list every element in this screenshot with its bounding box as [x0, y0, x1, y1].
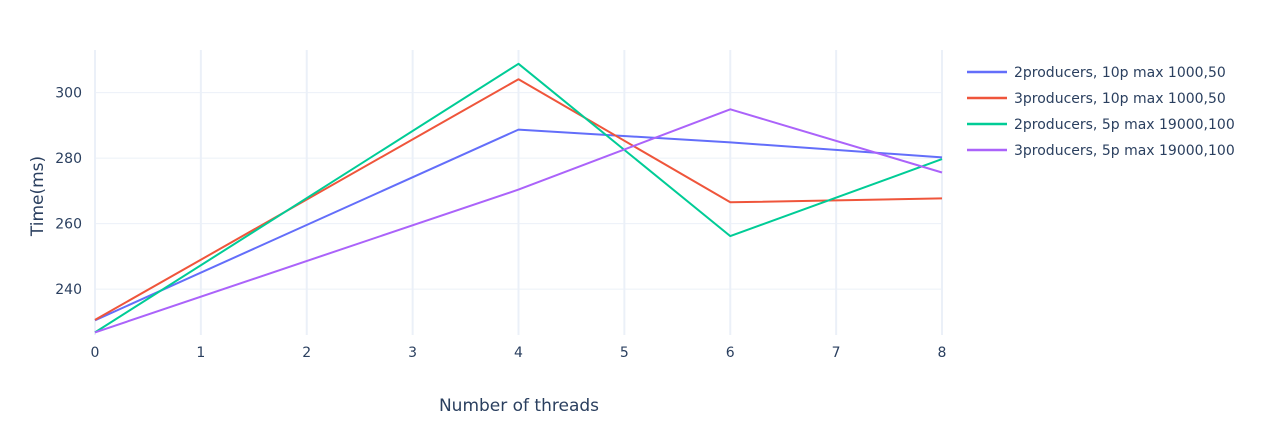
legend-label: 2producers, 5p max 19000,100: [1014, 117, 1235, 133]
series-lines: [94, 62, 943, 334]
legend-item[interactable]: 3producers, 5p max 19000,100: [967, 143, 1235, 159]
series-line-1: [94, 128, 943, 322]
y-tick-label: 300: [55, 86, 82, 102]
legend-label: 3producers, 10p max 1000,50: [1014, 91, 1226, 107]
x-tick-label: 5: [620, 345, 629, 361]
x-axis-title: Number of threads: [439, 396, 599, 416]
gridlines: [94, 50, 943, 335]
legend-item[interactable]: 2producers, 10p max 1000,50: [967, 65, 1226, 81]
legend-label: 3producers, 5p max 19000,100: [1014, 143, 1235, 159]
x-tick-label: 3: [408, 345, 417, 361]
x-tick-label: 1: [196, 345, 205, 361]
x-tick-label: 0: [91, 345, 100, 361]
legend-item[interactable]: 2producers, 5p max 19000,100: [967, 117, 1235, 133]
x-axis-ticks: 0 1 2 3 4 5 6 7 8: [91, 345, 947, 361]
y-axis-ticks: 240 260 280 300: [55, 86, 82, 299]
y-tick-label: 260: [55, 217, 82, 233]
x-tick-label: 8: [938, 345, 947, 361]
x-tick-label: 2: [302, 345, 311, 361]
y-tick-label: 280: [55, 151, 82, 167]
x-tick-label: 7: [832, 345, 841, 361]
legend: 2producers, 10p max 1000,50 3producers, 1…: [967, 65, 1235, 159]
x-tick-label: 4: [514, 345, 523, 361]
series-line-2: [94, 78, 943, 321]
legend-item[interactable]: 3producers, 10p max 1000,50: [967, 91, 1226, 107]
series-line-4: [94, 108, 943, 334]
y-tick-label: 240: [55, 282, 82, 298]
legend-label: 2producers, 10p max 1000,50: [1014, 65, 1226, 81]
y-axis-title: Time(ms): [28, 156, 48, 237]
x-tick-label: 6: [726, 345, 735, 361]
